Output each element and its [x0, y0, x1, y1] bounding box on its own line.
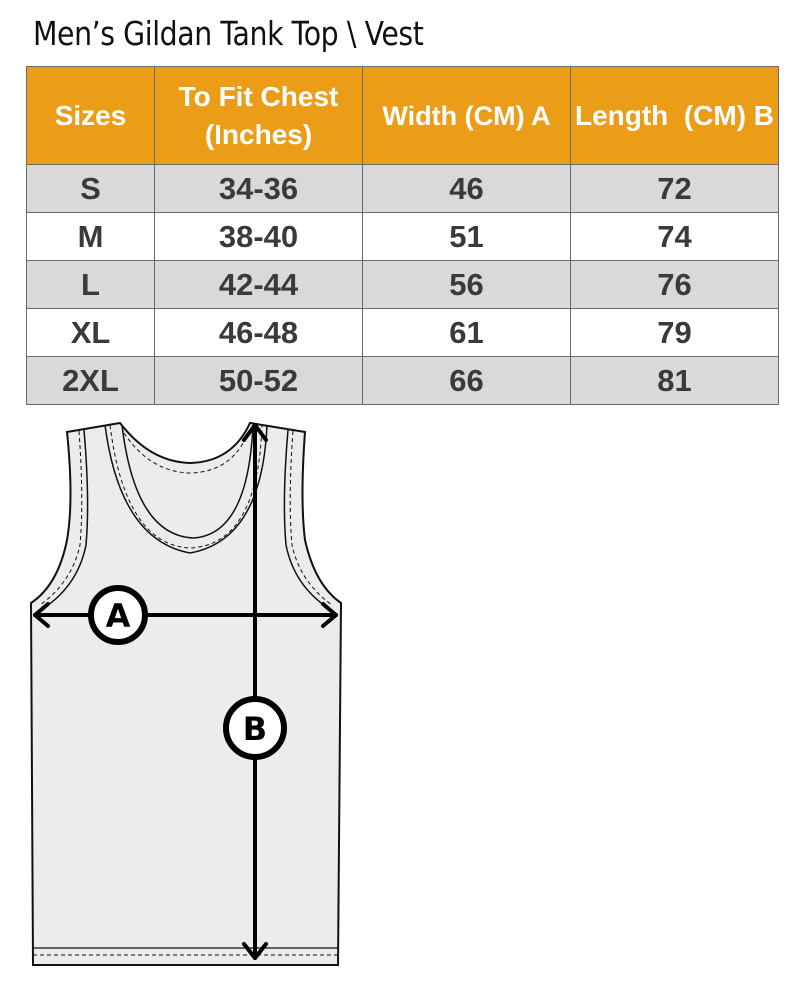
- width-arrow-left-head: [33, 602, 50, 628]
- width-arrow-right-head: [321, 602, 338, 628]
- right-armband: [283, 429, 329, 609]
- header-chest: To Fit Chest (Inches): [154, 66, 363, 165]
- left-armband-stitch: [39, 430, 83, 606]
- label-b: B: [243, 710, 267, 748]
- cell-width: 46: [362, 164, 571, 213]
- table-row: XL 46-48 61 79: [26, 308, 779, 357]
- header-sizes: Sizes: [26, 66, 155, 165]
- cell-length: 72: [570, 164, 779, 213]
- length-arrow-bottom-head: [242, 942, 268, 960]
- cell-size: M: [26, 212, 155, 261]
- neck-band-outer: [104, 424, 268, 554]
- cell-width: 61: [362, 308, 571, 357]
- cell-length: 79: [570, 308, 779, 357]
- label-a: A: [106, 597, 131, 635]
- table-row: M 38-40 51 74: [26, 212, 779, 261]
- table-row: L 42-44 56 76: [26, 260, 779, 309]
- right-armband-stitch: [289, 430, 333, 606]
- cell-width: 66: [362, 356, 571, 405]
- size-chart-table: Sizes To Fit Chest (Inches) Width (CM) A…: [26, 66, 779, 405]
- cell-size: XL: [26, 308, 155, 357]
- table-header-row: Sizes To Fit Chest (Inches) Width (CM) A…: [26, 66, 779, 165]
- cell-size: 2XL: [26, 356, 155, 405]
- cell-size: S: [26, 164, 155, 213]
- back-neck-stitch: [123, 432, 249, 474]
- label-a-badge: A: [88, 585, 148, 645]
- page-title: Men’s Gildan Tank Top \ Vest: [33, 14, 424, 53]
- cell-chest: 34-36: [154, 164, 363, 213]
- length-arrow-top-head: [242, 423, 268, 442]
- cell-width: 51: [362, 212, 571, 261]
- header-chest-label: To Fit Chest (Inches): [178, 80, 339, 150]
- table-row: 2XL 50-52 66 81: [26, 356, 779, 405]
- cell-chest: 42-44: [154, 260, 363, 309]
- cell-size: L: [26, 260, 155, 309]
- header-length-label: Length (CM) B: [574, 99, 775, 131]
- cell-chest: 38-40: [154, 212, 363, 261]
- cell-length: 74: [570, 212, 779, 261]
- tank-top-diagram: A B: [29, 421, 343, 966]
- left-armband: [43, 429, 89, 609]
- header-length: Length (CM) B: [570, 66, 779, 165]
- cell-width: 56: [362, 260, 571, 309]
- neck-band-inner: [121, 424, 254, 539]
- cell-length: 76: [570, 260, 779, 309]
- label-b-badge: B: [223, 696, 287, 760]
- garment-outline: [29, 421, 343, 966]
- cell-chest: 46-48: [154, 308, 363, 357]
- cell-chest: 50-52: [154, 356, 363, 405]
- table-row: S 34-36 46 72: [26, 164, 779, 213]
- header-width: Width (CM) A: [362, 66, 571, 165]
- cell-length: 81: [570, 356, 779, 405]
